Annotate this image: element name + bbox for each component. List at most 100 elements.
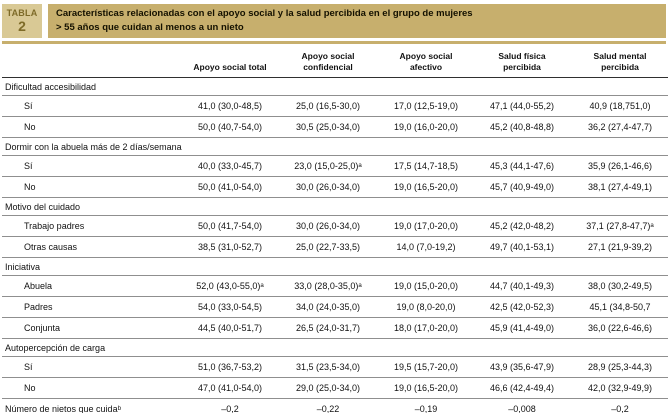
- data-table: Apoyo social total Apoyo social confiden…: [2, 45, 668, 413]
- badge-label: TABLA: [6, 7, 38, 18]
- table-title: Características relacionadas con el apoy…: [48, 4, 666, 38]
- cell: 50,0 (41,0-54,0): [182, 176, 278, 199]
- section-label: Iniciativa: [2, 257, 668, 277]
- cell: 23,0 (15,0-25,0)ᵃ: [278, 155, 378, 178]
- cell: 35,9 (26,1-46,6): [570, 155, 668, 178]
- cell: 19,0 (17,0-20,0): [378, 215, 474, 238]
- column-header: Apoyo social afectivo: [378, 45, 474, 79]
- cell: 30,0 (26,0-34,0): [278, 215, 378, 238]
- cell: 45,2 (42,0-48,2): [474, 215, 570, 238]
- table-row: No 50,0 (40,7-54,0) 30,5 (25,0-34,0) 19,…: [2, 116, 668, 139]
- row-label: Trabajo padres: [2, 215, 182, 238]
- table-row: Otras causas 38,5 (31,0-52,7) 25,0 (22,7…: [2, 236, 668, 259]
- cell: 37,1 (27,8-47,7)ᵃ: [570, 215, 668, 238]
- cell: 45,2 (40,8-48,8): [474, 116, 570, 139]
- cell: 18,0 (17,0-20,0): [378, 317, 474, 340]
- cell: 54,0 (33,0-54,5): [182, 296, 278, 319]
- cell: –0,2: [182, 398, 278, 413]
- cell: 28,9 (25,3-44,3): [570, 356, 668, 379]
- cell: 19,0 (16,0-20,0): [378, 116, 474, 139]
- cell: 29,0 (25,0-34,0): [278, 377, 378, 400]
- cell: 14,0 (7,0-19,2): [378, 236, 474, 259]
- cell: 38,0 (30,2-49,5): [570, 275, 668, 298]
- cell: –0,008: [474, 398, 570, 413]
- section-label: Autopercepción de carga: [2, 338, 668, 358]
- cell: 38,5 (31,0-52,7): [182, 236, 278, 259]
- cell: 45,7 (40,9-49,0): [474, 176, 570, 199]
- table-row: No 50,0 (41,0-54,0) 30,0 (26,0-34,0) 19,…: [2, 176, 668, 199]
- cell: 49,7 (40,1-53,1): [474, 236, 570, 259]
- cell: 42,5 (42,0-52,3): [474, 296, 570, 319]
- cell: 19,5 (15,7-20,0): [378, 356, 474, 379]
- cell: –0,2: [570, 398, 668, 413]
- table-title-line1: Características relacionadas con el apoy…: [56, 8, 473, 19]
- cell: 30,0 (26,0-34,0): [278, 176, 378, 199]
- section-label: Motivo del cuidado: [2, 197, 668, 217]
- cell: –0,19: [378, 398, 474, 413]
- section-row: Iniciativa: [2, 257, 668, 277]
- cell: 40,9 (18,751,0): [570, 95, 668, 118]
- row-label: No: [2, 176, 182, 199]
- cell: 47,0 (41,0-54,0): [182, 377, 278, 400]
- section-row: Dificultad accesibilidad: [2, 77, 668, 97]
- cell: 44,5 (40,0-51,7): [182, 317, 278, 340]
- gold-divider: [2, 40, 666, 44]
- cell: 38,1 (27,4-49,1): [570, 176, 668, 199]
- cell: 30,5 (25,0-34,0): [278, 116, 378, 139]
- cell: 36,0 (22,6-46,6): [570, 317, 668, 340]
- cell: 25,0 (22,7-33,5): [278, 236, 378, 259]
- cell: 47,1 (44,0-55,2): [474, 95, 570, 118]
- cell: 45,1 (34,8-50,7: [570, 296, 668, 319]
- cell: 34,0 (24,0-35,0): [278, 296, 378, 319]
- row-label: Conjunta: [2, 317, 182, 340]
- table-row: Trabajo padres 50,0 (41,7-54,0) 30,0 (26…: [2, 215, 668, 238]
- table-row: Sí 40,0 (33,0-45,7) 23,0 (15,0-25,0)ᵃ 17…: [2, 155, 668, 178]
- cell: 19,0 (8,0-20,0): [378, 296, 474, 319]
- cell: 50,0 (40,7-54,0): [182, 116, 278, 139]
- cell: 45,3 (44,1-47,6): [474, 155, 570, 178]
- cell: 26,5 (24,0-31,7): [278, 317, 378, 340]
- column-header: Salud mental percibida: [570, 45, 668, 79]
- cell: 50,0 (41,7-54,0): [182, 215, 278, 238]
- row-label: Sí: [2, 155, 182, 178]
- row-label: No: [2, 377, 182, 400]
- section-label: Dificultad accesibilidad: [2, 77, 668, 97]
- row-label: Padres: [2, 296, 182, 319]
- row-label: Abuela: [2, 275, 182, 298]
- cell: 44,7 (40,1-49,3): [474, 275, 570, 298]
- cell: 31,5 (23,5-34,0): [278, 356, 378, 379]
- cell: 19,0 (15,0-20,0): [378, 275, 474, 298]
- table-number-badge: TABLA 2: [2, 4, 42, 38]
- table-row: Sí 41,0 (30,0-48,5) 25,0 (16,5-30,0) 17,…: [2, 95, 668, 118]
- table-header: TABLA 2 Características relacionadas con…: [2, 4, 666, 38]
- row-label: Sí: [2, 356, 182, 379]
- badge-number: 2: [18, 17, 26, 34]
- row-label: Otras causas: [2, 236, 182, 259]
- cell: –0,22: [278, 398, 378, 413]
- section-label: Dormir con la abuela más de 2 días/seman…: [2, 137, 668, 157]
- cell: 40,0 (33,0-45,7): [182, 155, 278, 178]
- table-row: Número de nietos que cuidaᵇ –0,2 –0,22 –…: [2, 398, 668, 413]
- cell: 17,0 (12,5-19,0): [378, 95, 474, 118]
- row-label: Sí: [2, 95, 182, 118]
- cell: 41,0 (30,0-48,5): [182, 95, 278, 118]
- cell: 52,0 (43,0-55,0)ᵃ: [182, 275, 278, 298]
- row-label: No: [2, 116, 182, 139]
- cell: 17,5 (14,7-18,5): [378, 155, 474, 178]
- column-header-empty: [2, 45, 182, 79]
- cell: 33,0 (28,0-35,0)ᵃ: [278, 275, 378, 298]
- table-row: Padres 54,0 (33,0-54,5) 34,0 (24,0-35,0)…: [2, 296, 668, 319]
- cell: 19,0 (16,5-20,0): [378, 176, 474, 199]
- table-title-line2: > 55 años que cuidan al menos a un nieto: [56, 21, 244, 33]
- cell: 19,0 (16,5-20,0): [378, 377, 474, 400]
- cell: 46,6 (42,4-49,4): [474, 377, 570, 400]
- column-header: Apoyo social confidencial: [278, 45, 378, 79]
- cell: 45,9 (41,4-49,0): [474, 317, 570, 340]
- section-row: Autopercepción de carga: [2, 338, 668, 358]
- column-header-row: Apoyo social total Apoyo social confiden…: [2, 45, 668, 79]
- cell: 25,0 (16,5-30,0): [278, 95, 378, 118]
- table-row: Conjunta 44,5 (40,0-51,7) 26,5 (24,0-31,…: [2, 317, 668, 340]
- section-row: Dormir con la abuela más de 2 días/seman…: [2, 137, 668, 157]
- table-row: Sí 51,0 (36,7-53,2) 31,5 (23,5-34,0) 19,…: [2, 356, 668, 379]
